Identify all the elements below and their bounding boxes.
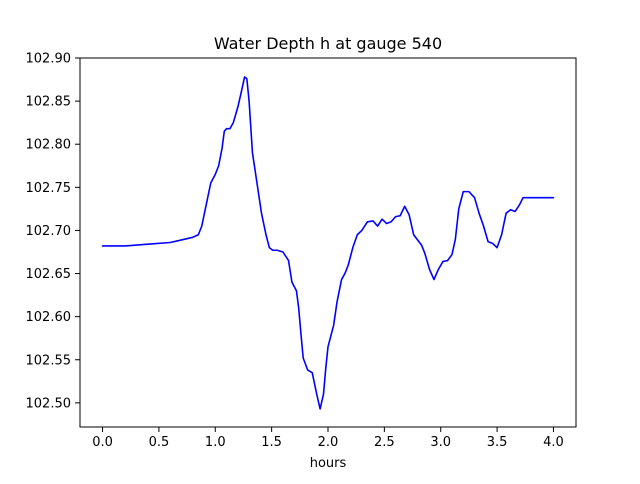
y-tick-label: 102.75: [26, 181, 72, 196]
chart-title: Water Depth h at gauge 540: [214, 34, 442, 53]
x-tick-label: 3.0: [430, 435, 451, 450]
y-tick-label: 102.90: [26, 52, 72, 67]
y-tick-label: 102.80: [26, 138, 72, 153]
x-tick-label: 2.0: [318, 435, 339, 450]
y-tick-label: 102.55: [26, 353, 72, 368]
y-tick-label: 102.65: [26, 267, 72, 282]
x-tick-label: 1.0: [205, 435, 226, 450]
y-tick-label: 102.70: [26, 224, 72, 239]
x-tick-label: 0.0: [92, 435, 113, 450]
x-tick-label: 4.0: [543, 435, 564, 450]
x-tick-label: 2.5: [374, 435, 395, 450]
x-tick-label: 0.5: [149, 435, 170, 450]
y-tick-label: 102.60: [26, 310, 72, 325]
y-tick-label: 102.50: [26, 396, 72, 411]
x-tick-label: 3.5: [487, 435, 508, 450]
x-axis-label: hours: [310, 456, 347, 471]
series-line-0: [101, 76, 555, 410]
x-tick-label: 1.5: [261, 435, 282, 450]
x-axis-ticks: 0.0 0.5 1.0 1.5 2.0 2.5 3.0 3.5 4.0: [92, 427, 564, 450]
y-axis-ticks: 102.50 102.55 102.60 102.65 102.70 102.75 102.…: [26, 52, 80, 411]
y-tick-label: 102.85: [26, 95, 72, 110]
